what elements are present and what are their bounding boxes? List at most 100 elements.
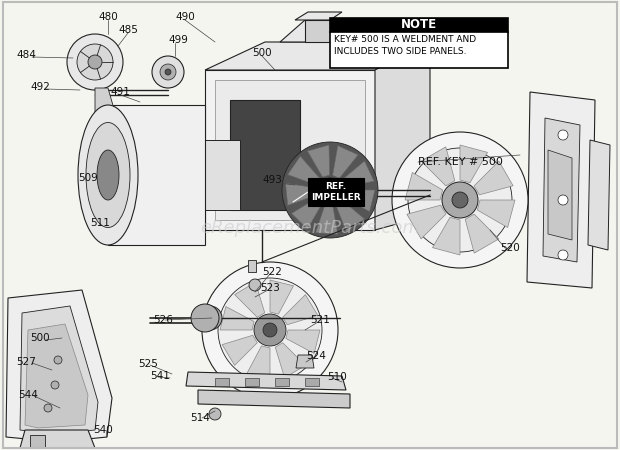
Circle shape [54, 356, 62, 364]
Polygon shape [305, 20, 340, 42]
Ellipse shape [86, 122, 130, 228]
Polygon shape [205, 140, 240, 210]
Polygon shape [280, 20, 340, 42]
Text: 484: 484 [16, 50, 36, 60]
Circle shape [254, 314, 286, 346]
Polygon shape [305, 378, 319, 386]
Polygon shape [30, 435, 45, 448]
Polygon shape [332, 146, 358, 178]
Text: 541: 541 [150, 371, 170, 381]
Circle shape [558, 195, 568, 205]
Polygon shape [465, 214, 499, 253]
Text: 493: 493 [262, 175, 282, 185]
Polygon shape [291, 198, 322, 229]
Circle shape [442, 182, 478, 218]
Circle shape [408, 148, 512, 252]
Text: 490: 490 [175, 12, 195, 22]
Polygon shape [234, 282, 265, 317]
Polygon shape [295, 12, 342, 20]
Circle shape [67, 34, 123, 90]
Text: NOTE: NOTE [401, 18, 437, 32]
Circle shape [558, 130, 568, 140]
Text: 485: 485 [118, 25, 138, 35]
FancyBboxPatch shape [330, 32, 508, 68]
Ellipse shape [97, 150, 119, 200]
Polygon shape [6, 290, 112, 442]
Polygon shape [474, 161, 513, 195]
Polygon shape [283, 295, 318, 325]
Text: 491: 491 [110, 87, 130, 97]
Text: 524: 524 [306, 351, 326, 361]
Polygon shape [288, 156, 320, 185]
Polygon shape [20, 430, 95, 448]
Polygon shape [222, 335, 257, 365]
Circle shape [392, 132, 528, 268]
Polygon shape [588, 140, 610, 250]
Polygon shape [108, 105, 205, 245]
Circle shape [165, 69, 171, 75]
Circle shape [104, 211, 112, 219]
Circle shape [152, 56, 184, 88]
Text: REF.
IMPELLER: REF. IMPELLER [311, 182, 361, 202]
Text: 521: 521 [310, 315, 330, 325]
Text: 514: 514 [190, 413, 210, 423]
Polygon shape [275, 378, 289, 386]
Polygon shape [316, 204, 338, 234]
Circle shape [104, 171, 112, 179]
Text: eReplacementParts.com: eReplacementParts.com [200, 219, 420, 237]
Circle shape [77, 44, 113, 80]
Circle shape [318, 178, 342, 202]
Polygon shape [286, 330, 320, 353]
Polygon shape [247, 346, 270, 380]
FancyBboxPatch shape [308, 178, 364, 206]
Circle shape [202, 262, 338, 398]
Polygon shape [296, 355, 314, 368]
Circle shape [218, 278, 322, 382]
Polygon shape [248, 260, 256, 272]
Text: 523: 523 [260, 283, 280, 293]
Polygon shape [205, 42, 430, 70]
Polygon shape [433, 217, 460, 255]
Text: 500: 500 [30, 333, 50, 343]
Circle shape [160, 64, 176, 80]
Text: 527: 527 [16, 357, 36, 367]
Circle shape [263, 323, 277, 337]
Text: KEY# 500 IS A WELDMENT AND
INCLUDES TWO SIDE PANELS.: KEY# 500 IS A WELDMENT AND INCLUDES TWO … [334, 35, 476, 57]
Text: 500: 500 [252, 48, 272, 58]
Polygon shape [421, 147, 455, 186]
Polygon shape [405, 172, 443, 200]
Circle shape [88, 55, 102, 69]
Ellipse shape [78, 105, 138, 245]
Polygon shape [308, 145, 330, 177]
Circle shape [209, 408, 221, 420]
Polygon shape [220, 306, 254, 330]
Text: 525: 525 [138, 359, 158, 369]
Text: 480: 480 [98, 12, 118, 22]
Polygon shape [20, 306, 98, 434]
Polygon shape [343, 190, 375, 212]
Polygon shape [375, 42, 430, 230]
Polygon shape [275, 343, 306, 378]
Circle shape [100, 167, 116, 183]
Text: 510: 510 [327, 372, 347, 382]
Polygon shape [215, 378, 229, 386]
Text: 520: 520 [500, 243, 520, 253]
Polygon shape [270, 280, 293, 314]
Circle shape [205, 313, 215, 323]
Polygon shape [215, 80, 365, 220]
Polygon shape [342, 161, 374, 187]
Text: 526: 526 [153, 315, 173, 325]
Text: 499: 499 [168, 35, 188, 45]
Polygon shape [460, 145, 487, 183]
Circle shape [452, 192, 468, 208]
Polygon shape [205, 70, 375, 230]
Circle shape [198, 306, 222, 330]
Text: 511: 511 [90, 218, 110, 228]
Circle shape [249, 279, 261, 291]
Circle shape [282, 142, 378, 238]
Text: REF. KEY # 500: REF. KEY # 500 [418, 157, 503, 167]
Circle shape [191, 304, 219, 332]
Polygon shape [186, 372, 346, 390]
Text: 544: 544 [18, 390, 38, 400]
Polygon shape [548, 150, 572, 240]
